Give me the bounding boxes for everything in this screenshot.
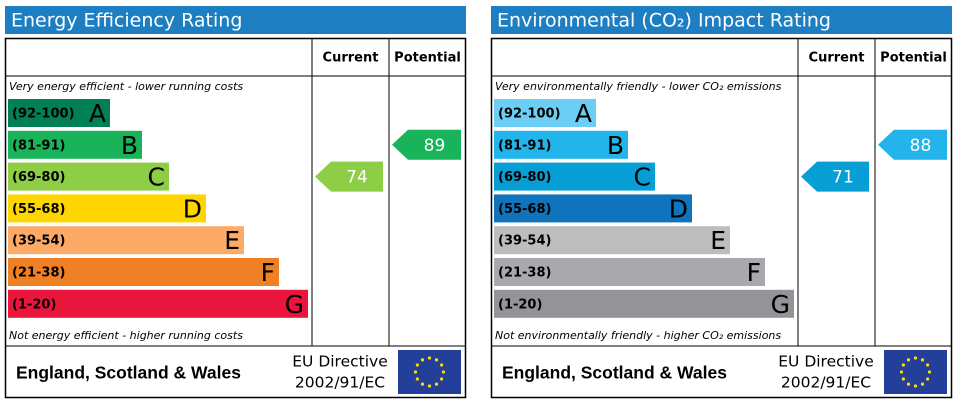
eu-star [906, 382, 911, 386]
column-header: Current [809, 51, 865, 66]
top-note: Very energy efficient - lower running co… [9, 80, 243, 93]
rating-band [8, 99, 110, 127]
rating-value: 89 [424, 136, 446, 156]
eu-star [441, 370, 446, 374]
band-range: (69-80) [12, 170, 65, 185]
column-header: Current [323, 51, 379, 66]
frame [490, 37, 953, 399]
region: England, Scotland & Wales [502, 363, 727, 383]
frame [4, 37, 467, 399]
band-letter: A [575, 99, 592, 128]
band-letter: D [183, 194, 202, 223]
rating-arrow [315, 161, 383, 192]
band-letter: E [224, 226, 240, 255]
band-letter: F [747, 258, 761, 287]
eu-star [926, 363, 930, 367]
band-letter: B [121, 131, 138, 160]
region: England, Scotland & Wales [16, 363, 241, 383]
eu-star [415, 377, 419, 381]
eu-star [434, 382, 439, 386]
rating-band [8, 226, 244, 255]
eu-star [927, 370, 932, 374]
eu-star [427, 384, 432, 388]
band-letter: G [771, 290, 790, 319]
band-letter: F [261, 258, 275, 287]
rating-arrow [392, 129, 461, 160]
eu-star [415, 363, 419, 367]
rating-band [494, 162, 655, 191]
band-range: (1-20) [12, 297, 56, 312]
title-bar [5, 6, 466, 34]
rating-arrow [801, 161, 869, 192]
bottom-note: Not energy efficient - higher running co… [9, 329, 243, 342]
rating-band [8, 258, 279, 286]
band-letter: C [634, 163, 651, 192]
eu-star [899, 370, 904, 374]
band-letter: B [607, 131, 624, 160]
eu-star [901, 363, 905, 367]
directive-code: 2002/91/EC [295, 374, 385, 392]
rating-value: 71 [832, 168, 854, 188]
rating-band [494, 130, 628, 159]
rating-value: 88 [910, 136, 932, 156]
eu-star [920, 382, 925, 386]
eu-star [926, 377, 930, 381]
eu-star [434, 358, 439, 362]
rating-band [8, 194, 206, 223]
directive: EU Directive [292, 353, 388, 371]
band-range: (55-68) [498, 202, 551, 217]
eu-star [913, 384, 918, 388]
eu-star [440, 377, 444, 381]
rating-band [8, 130, 142, 159]
bottom-note: Not environmentally friendly - higher CO… [495, 329, 781, 342]
band-letter: C [148, 163, 165, 192]
eu-star [920, 358, 925, 362]
rating-band [8, 289, 308, 318]
rating-band [8, 162, 169, 191]
eu-star [420, 358, 425, 362]
band-range: (21-38) [12, 266, 65, 281]
band-letter: E [710, 226, 726, 255]
panel-title: Environmental (CO₂) Impact Rating [497, 10, 831, 32]
panel-title: Energy Efficiency Rating [11, 10, 242, 32]
column-header: Potential [394, 51, 461, 66]
rating-band [494, 258, 765, 286]
eu-star [901, 377, 905, 381]
eu-star [427, 356, 432, 360]
band-range: (1-20) [498, 297, 542, 312]
rating-arrow [878, 129, 947, 160]
band-range: (55-68) [12, 202, 65, 217]
eu-star [440, 363, 444, 367]
title-bar [491, 6, 952, 34]
eu-star [420, 382, 425, 386]
band-range: (81-91) [12, 138, 65, 153]
band-range: (81-91) [498, 138, 551, 153]
directive-code: 2002/91/EC [781, 374, 871, 392]
rating-band [494, 289, 794, 318]
band-letter: D [669, 194, 688, 223]
top-note: Very environmentally friendly - lower CO… [495, 80, 782, 93]
eu-star [906, 358, 911, 362]
directive: EU Directive [778, 353, 874, 371]
band-range: (21-38) [498, 266, 551, 281]
eu-star [913, 356, 918, 360]
band-letter: A [89, 99, 106, 128]
band-range: (39-54) [498, 234, 551, 249]
rating-value: 74 [346, 168, 368, 188]
band-range: (39-54) [12, 234, 65, 249]
rating-band [494, 226, 730, 255]
rating-band [494, 99, 596, 127]
column-header: Potential [880, 51, 947, 66]
rating-band [494, 194, 692, 223]
band-range: (92-100) [498, 107, 561, 122]
band-range: (69-80) [498, 170, 551, 185]
band-letter: G [285, 290, 304, 319]
band-range: (92-100) [12, 107, 75, 122]
eu-star [413, 370, 418, 374]
